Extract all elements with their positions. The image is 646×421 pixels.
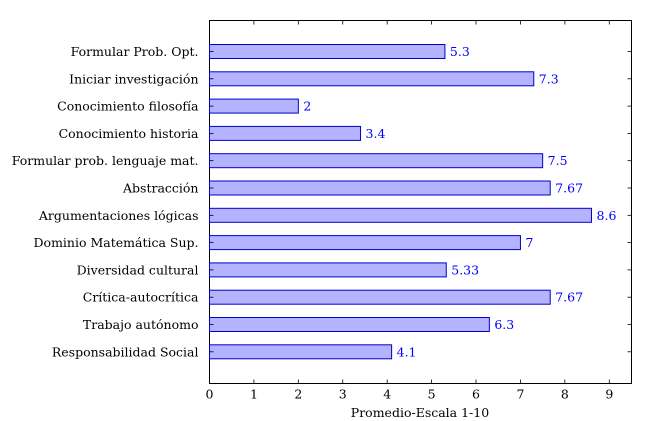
category-label: Responsabilidad Social	[52, 344, 199, 359]
bar	[209, 262, 447, 278]
value-label: 7.3	[539, 71, 559, 86]
plot-frame	[209, 20, 632, 384]
value-label: 3.4	[366, 126, 386, 141]
value-label: 7.67	[555, 181, 583, 196]
bar	[209, 344, 393, 360]
bars-group	[209, 44, 593, 360]
value-labels-group: 5.3 7.3 2 3.4 7.5 7.67 8.6 7 5.33 7.67 6.3 4.1	[303, 44, 616, 359]
bar	[209, 317, 490, 332]
bar	[209, 180, 551, 196]
x-tick-label: 7	[516, 387, 524, 402]
value-label: 4.1	[397, 344, 417, 359]
bar	[209, 153, 544, 169]
category-label: Diversidad cultural	[77, 262, 199, 277]
category-label: Crítica-autocrítica	[83, 290, 199, 305]
ticks-group	[209, 20, 632, 384]
bar	[209, 44, 446, 59]
category-labels-group: Formular Prob. Opt. Iniciar investigación…	[12, 44, 199, 359]
category-label: Dominio Matemática Sup.	[34, 235, 199, 250]
bar	[209, 71, 535, 87]
x-tick-label: 1	[250, 387, 258, 402]
category-label: Trabajo autónomo	[83, 317, 199, 332]
category-label: Formular Prob. Opt.	[71, 44, 199, 59]
bar	[209, 207, 593, 223]
x-tick-label: 9	[605, 387, 613, 402]
bar	[209, 289, 551, 305]
value-label: 2	[303, 99, 311, 114]
bar	[209, 125, 362, 141]
x-tick-label: 0	[206, 387, 214, 402]
x-tick-label: 4	[383, 387, 391, 402]
category-label: Formular prob. lenguaje mat.	[12, 153, 199, 168]
category-label: Abstracción	[122, 181, 198, 196]
value-label: 6.3	[494, 317, 514, 332]
x-tick-label: 3	[339, 387, 347, 402]
category-label: Argumentaciones lógicas	[38, 208, 199, 223]
x-tick-label: 6	[472, 387, 480, 402]
value-label: 5.3	[450, 44, 470, 59]
value-label: 7.5	[548, 153, 568, 168]
category-label: Conocimiento filosofía	[57, 99, 199, 114]
x-tick-label: 2	[294, 387, 302, 402]
value-label: 8.6	[597, 208, 617, 223]
bar	[209, 235, 521, 251]
x-tick-label: 5	[428, 387, 436, 402]
value-label: 7.67	[555, 290, 583, 305]
category-label: Iniciar investigación	[69, 71, 198, 86]
value-label: 7	[525, 235, 533, 250]
bar	[209, 98, 299, 114]
category-label: Conocimiento historia	[59, 126, 199, 141]
x-tick-label: 8	[561, 387, 569, 402]
x-axis-title: Promedio-Escala 1-10	[351, 405, 489, 420]
tick-labels-group: 0 1 2 3 4 5 6 7 8 9	[206, 387, 614, 402]
value-label: 5.33	[451, 262, 479, 277]
